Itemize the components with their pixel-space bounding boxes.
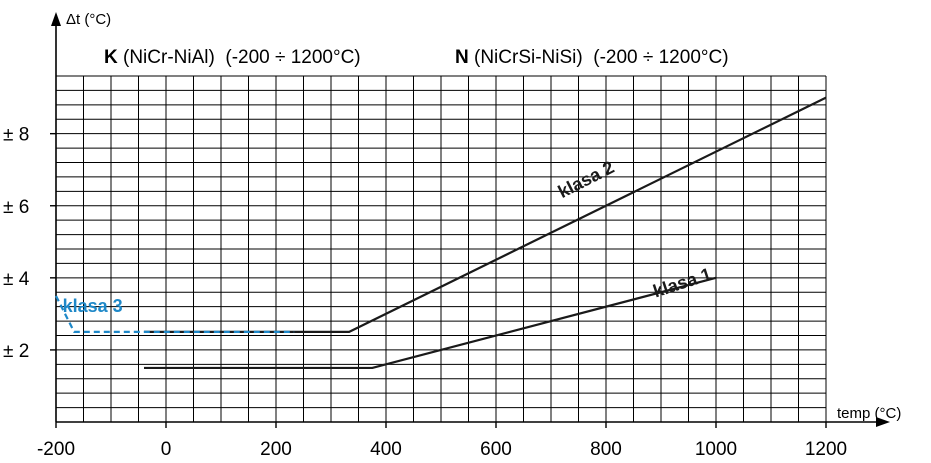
series-line-klasa-2 <box>144 96 827 333</box>
x-tick-label: 600 <box>480 439 512 460</box>
header-k-desc: (NiCr-NiAl) (-200 ÷ 1200°C) <box>118 47 361 68</box>
header-n-desc: (NiCrSi-NiSi) (-200 ÷ 1200°C) <box>469 47 729 68</box>
x-tick-label: 800 <box>590 439 622 460</box>
series-label-klasa-2: klasa 2 <box>555 157 618 202</box>
chart-header: K (NiCr-NiAl) (-200 ÷ 1200°C) N (NiCrSi-… <box>104 47 729 68</box>
series-lines <box>55 96 827 370</box>
header-k-code: K <box>104 47 118 68</box>
series-line-klasa-3 <box>55 295 295 333</box>
x-tick-label: -200 <box>37 439 75 460</box>
grid <box>56 75 827 422</box>
header-n-code: N <box>455 47 469 68</box>
y-axis-title: Δt (°C) <box>66 11 111 28</box>
y-tick-label: ± 2 <box>3 341 29 362</box>
x-axis-arrow-icon <box>876 417 890 427</box>
series-line-klasa-1 <box>144 276 717 370</box>
y-tick-label: ± 4 <box>3 269 30 290</box>
x-tick-label: 0 <box>161 439 172 460</box>
y-axis-arrow-icon <box>51 12 61 26</box>
y-tick-label: ± 8 <box>3 125 29 146</box>
x-axis-title: temp (°C) <box>837 405 901 422</box>
x-tick-label: 200 <box>260 439 292 460</box>
y-tick-label: ± 6 <box>3 197 29 218</box>
series-label-klasa-3: klasa 3 <box>63 296 123 316</box>
series-label-klasa-1: klasa 1 <box>651 264 714 302</box>
x-tick-label: 1200 <box>805 439 847 460</box>
axes: -200 0 200 400 600 800 1000 1200 ± 2 ± 4 ± 6 ± 8 <box>3 12 890 460</box>
x-tick-label: 400 <box>370 439 402 460</box>
x-tick-label: 1000 <box>695 439 737 460</box>
